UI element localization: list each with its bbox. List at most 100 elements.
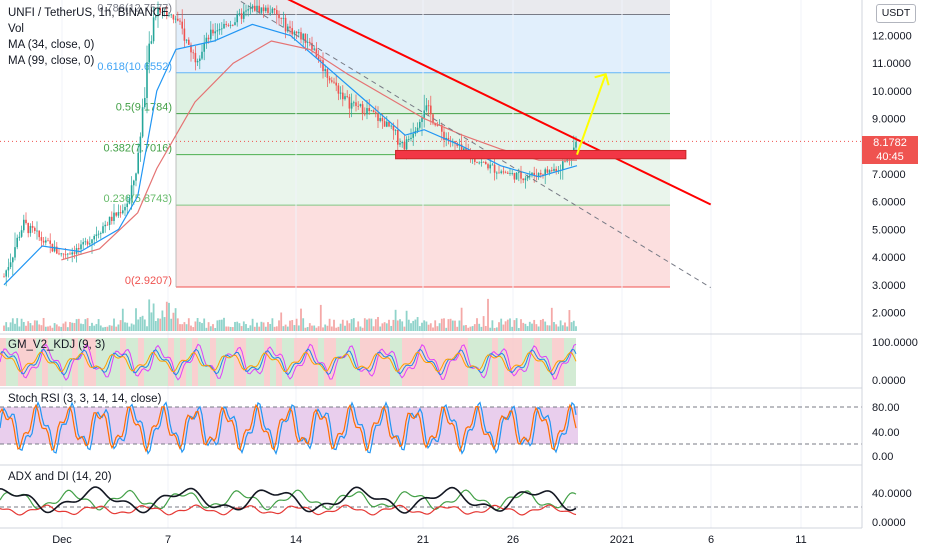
candle-body — [78, 248, 80, 250]
volume-bar — [130, 323, 133, 331]
price-tick: 5.0000 — [872, 224, 906, 236]
candle-body — [73, 252, 76, 254]
candlesticks — [3, 0, 577, 287]
volume-bar — [436, 326, 439, 331]
symbol-title[interactable]: UNFI / TetherUS, 1h, BINANCE — [8, 7, 169, 19]
kdj-bg — [78, 338, 84, 386]
candle-body — [192, 52, 194, 54]
volume-bar — [187, 318, 190, 331]
volume-bar — [511, 326, 514, 331]
volume-bar — [315, 327, 318, 331]
adx-legend[interactable]: ADX and DI (14, 20) — [8, 471, 112, 483]
volume-bar — [550, 307, 553, 331]
kdj-bg — [468, 338, 474, 386]
volume-bar — [135, 308, 137, 331]
volume-bar — [495, 327, 498, 331]
volume-bar — [572, 320, 575, 331]
ma34-legend[interactable]: MA (34, close, 0) — [8, 39, 95, 51]
volume-bar — [159, 318, 162, 331]
volume-bar — [568, 310, 571, 331]
candle-body — [399, 143, 401, 145]
candle-body — [405, 139, 408, 150]
price-tick: 3.0000 — [872, 280, 906, 292]
projection-arrow — [576, 73, 607, 155]
candle-body — [205, 37, 208, 44]
candle-body — [172, 14, 175, 20]
axes: 12.000011.000010.00009.00008.00007.00006… — [52, 0, 918, 546]
ma99-legend[interactable]: MA (99, close, 0) — [8, 55, 95, 67]
candle-body — [29, 225, 32, 234]
candle-body — [130, 185, 133, 199]
volume-bar — [372, 326, 375, 331]
volume-bar — [458, 320, 461, 331]
kdj-bg — [96, 338, 102, 386]
candle-body — [447, 137, 450, 141]
volume-bar — [443, 318, 445, 331]
candle-body — [168, 14, 170, 16]
kdj-bg — [384, 338, 390, 386]
kdj-bg — [402, 338, 408, 386]
currency-button[interactable]: USDT — [876, 4, 916, 23]
volume-bar — [385, 323, 388, 331]
candle-body — [513, 173, 516, 180]
dashed-trendline — [237, 0, 711, 289]
volume-bar — [414, 319, 417, 331]
volume-bar — [289, 320, 291, 331]
volume-bar — [176, 318, 179, 331]
candle-body — [498, 172, 500, 174]
di-minus-line — [0, 504, 577, 516]
candle-body — [80, 244, 82, 250]
volume-bar — [121, 308, 124, 331]
candle-body — [403, 142, 406, 150]
candle-body — [177, 18, 179, 21]
volume-bar — [58, 326, 60, 331]
candle-body — [157, 8, 159, 17]
volume-bar — [539, 319, 542, 331]
candle-body — [71, 252, 73, 255]
volume-bar — [102, 327, 104, 331]
stoch-band — [0, 407, 578, 444]
candle-body — [529, 175, 531, 177]
kdj-bg — [204, 338, 210, 386]
volume-bar — [27, 321, 30, 331]
time-tick: 11 — [795, 534, 806, 546]
volume-bar — [66, 327, 69, 331]
candle-body — [40, 237, 43, 241]
candle-body — [309, 41, 311, 43]
candle-body — [401, 142, 403, 144]
volume-bar — [348, 323, 351, 331]
candle-body — [328, 77, 331, 81]
volume-bar — [504, 321, 507, 331]
volume-bar — [117, 324, 120, 331]
kdj-bg — [492, 338, 498, 386]
volume-bar — [326, 325, 329, 331]
volume-bar — [18, 326, 21, 331]
kdj-bg — [120, 338, 126, 386]
volume-bar — [575, 326, 577, 331]
price-tick: 11.0000 — [872, 58, 911, 70]
volume-bar — [438, 323, 441, 331]
candle-body — [146, 62, 148, 98]
volume-bar — [412, 320, 415, 331]
volume-bar — [88, 325, 91, 331]
candle-body — [575, 142, 577, 148]
volume-bar — [38, 324, 41, 331]
kdj-bg — [36, 338, 42, 386]
volume-bar — [115, 326, 118, 331]
kdj-legend[interactable]: GM_V2_KDJ (9, 3) — [8, 339, 106, 351]
kdj-bg — [522, 338, 528, 386]
kdj-bg — [432, 338, 438, 386]
time-tick: 7 — [165, 534, 171, 546]
candle-body — [227, 24, 230, 26]
volume-legend[interactable]: Vol — [8, 23, 24, 35]
candle-body — [359, 104, 362, 106]
candle-body — [58, 253, 60, 255]
volume-bar — [421, 322, 423, 331]
stoch-rsi-legend[interactable]: Stoch RSI (3, 3, 14, 14, close) — [8, 393, 162, 405]
candle-body — [485, 162, 487, 165]
candle-body — [311, 42, 313, 50]
candle-body — [287, 26, 289, 32]
volume-bar — [161, 310, 164, 331]
price-tick: 12.0000 — [872, 31, 912, 43]
